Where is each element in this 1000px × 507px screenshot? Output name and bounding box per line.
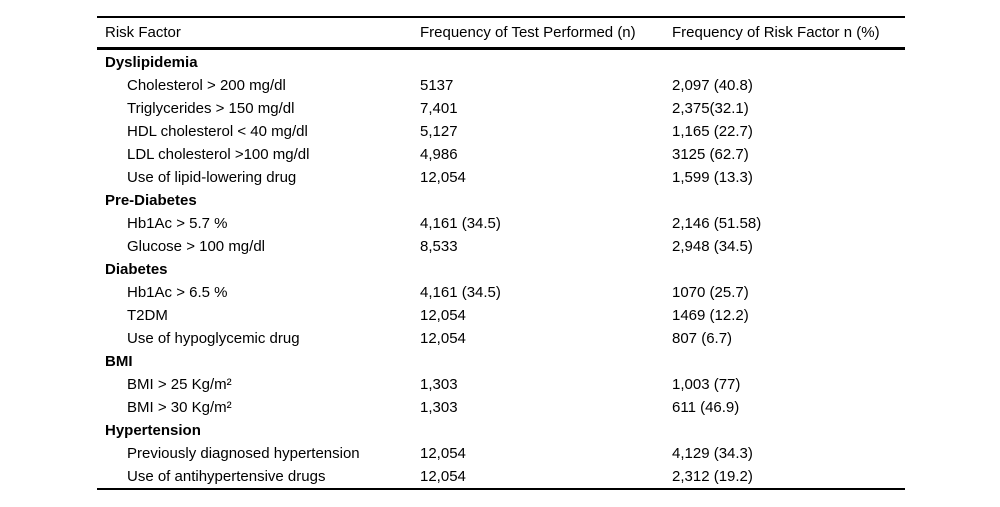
test-performed-value: 12,054 [420,468,466,485]
risk-factor-value: 807 (6.7) [672,330,733,347]
test-performed-value: 1,303 [420,399,458,416]
table-header-row: Risk Factor Frequency of Test Performed (… [97,17,905,50]
section-header-row: Hypertension [97,419,905,442]
table-row: BMI > 25 Kg/m² 1,303 1,003 (77) [97,373,905,396]
risk-factor-value: 1469 (12.2) [672,307,749,324]
risk-factor-label: HDL cholesterol < 40 mg/dl [127,123,308,140]
test-performed-value: 12,054 [420,307,466,324]
risk-factor-value: 1,599 (13.3) [672,169,753,186]
column-header-1: Frequency of Test Performed (n) [420,17,672,50]
risk-factor-table-wrapper: Risk Factor Frequency of Test Performed (… [97,16,905,490]
risk-factor-label: Use of antihypertensive drugs [127,468,326,485]
risk-factor-value: 4,129 (34.3) [672,445,753,462]
test-performed-value: 5137 [420,77,454,94]
section-header: Hypertension [105,422,201,439]
test-performed-value: 4,161 (34.5) [420,284,501,301]
risk-factor-label: Glucose > 100 mg/dl [127,238,265,255]
risk-factor-value: 1070 (25.7) [672,284,749,301]
section-header-row: Dyslipidemia [97,49,905,75]
table-row: Use of hypoglycemic drug 12,054 807 (6.7) [97,327,905,350]
risk-factor-value: 1,003 (77) [672,376,741,393]
section-header: Diabetes [105,261,168,278]
risk-factor-label: Hb1Ac > 6.5 % [127,284,228,301]
section-header-row: Pre-Diabetes [97,189,905,212]
test-performed-value: 4,161 (34.5) [420,215,501,232]
risk-factor-value: 2,375(32.1) [672,100,749,117]
risk-factor-value: 1,165 (22.7) [672,123,753,140]
test-performed-value: 7,401 [420,100,458,117]
table-row: Previously diagnosed hypertension 12,054 4… [97,442,905,465]
table-row: Use of lipid-lowering drug 12,054 1,599 (1… [97,166,905,189]
column-header-0: Risk Factor [97,17,420,50]
section-header: Pre-Diabetes [105,192,197,209]
table-row: LDL cholesterol >100 mg/dl 4,986 3125 (62.… [97,143,905,166]
test-performed-value: 4,986 [420,146,458,163]
table-row: Triglycerides > 150 mg/dl 7,401 2,375(32.1… [97,97,905,120]
risk-factor-label: BMI > 25 Kg/m² [127,376,232,393]
risk-factor-label: Previously diagnosed hypertension [127,445,360,462]
table-row: BMI > 30 Kg/m² 1,303 611 (46.9) [97,396,905,419]
table-row: Glucose > 100 mg/dl 8,533 2,948 (34.5) [97,235,905,258]
risk-factor-label: Triglycerides > 150 mg/dl [127,100,295,117]
table-row: Cholesterol > 200 mg/dl 5137 2,097 (40.8) [97,74,905,97]
test-performed-value: 5,127 [420,123,458,140]
risk-factor-value: 3125 (62.7) [672,146,749,163]
section-header: BMI [105,353,133,370]
table-row: Hb1Ac > 6.5 % 4,161 (34.5) 1070 (25.7) [97,281,905,304]
table-head: Risk Factor Frequency of Test Performed (… [97,17,905,50]
test-performed-value: 8,533 [420,238,458,255]
risk-factor-label: BMI > 30 Kg/m² [127,399,232,416]
test-performed-value: 12,054 [420,445,466,462]
risk-factor-label: LDL cholesterol >100 mg/dl [127,146,310,163]
risk-factor-label: Use of lipid-lowering drug [127,169,297,186]
risk-factor-label: T2DM [127,307,168,324]
risk-factor-label: Hb1Ac > 5.7 % [127,215,228,232]
table-row: T2DM 12,054 1469 (12.2) [97,304,905,327]
section-header-row: Diabetes [97,258,905,281]
test-performed-value: 1,303 [420,376,458,393]
table-row: Use of antihypertensive drugs 12,054 2,312… [97,465,905,489]
risk-factor-value: 2,948 (34.5) [672,238,753,255]
risk-factor-label: Cholesterol > 200 mg/dl [127,77,286,94]
section-header-row: BMI [97,350,905,373]
table-row: HDL cholesterol < 40 mg/dl 5,127 1,165 (22… [97,120,905,143]
risk-factor-value: 611 (46.9) [672,399,740,416]
table-body: Dyslipidemia Cholesterol > 200 mg/dl 5137 2… [97,49,905,490]
risk-factor-label: Use of hypoglycemic drug [127,330,300,347]
risk-factor-value: 2,097 (40.8) [672,77,753,94]
risk-factor-value: 2,146 (51.58) [672,215,762,232]
risk-factor-table: Risk Factor Frequency of Test Performed (… [97,16,905,490]
column-header-2: Frequency of Risk Factor n (%) [672,17,905,50]
test-performed-value: 12,054 [420,330,466,347]
table-row: Hb1Ac > 5.7 % 4,161 (34.5) 2,146 (51.58) [97,212,905,235]
test-performed-value: 12,054 [420,169,466,186]
risk-factor-value: 2,312 (19.2) [672,468,753,485]
section-header: Dyslipidemia [105,54,198,71]
